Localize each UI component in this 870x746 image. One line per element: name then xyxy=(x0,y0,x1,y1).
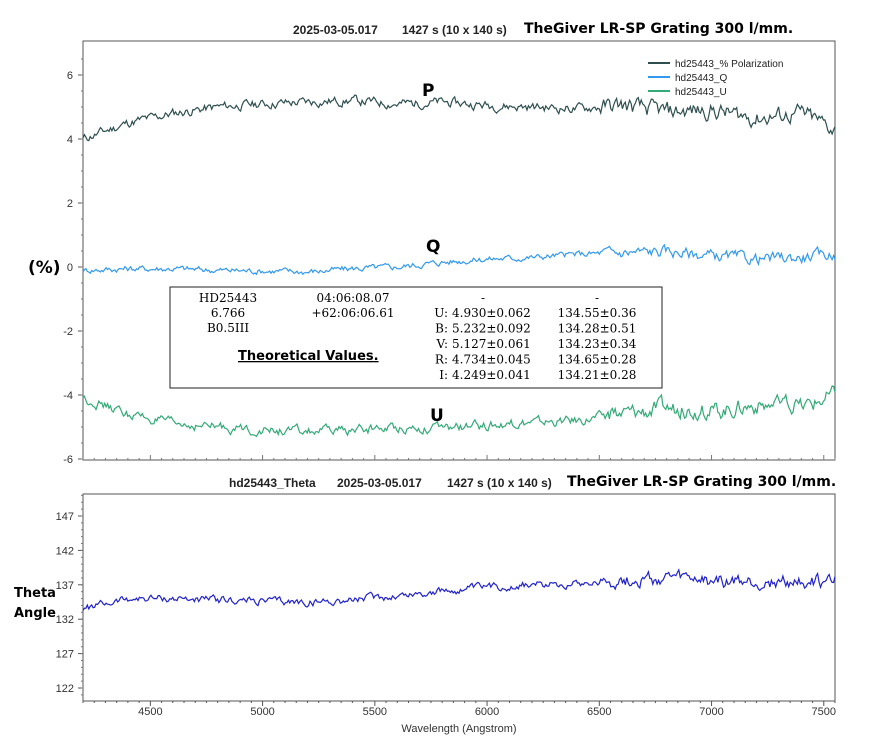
theoretical-values-table: HD25443 04:06:08.07 6.766 +62:06:06.61 B… xyxy=(169,286,663,389)
bottom-x-tick-label: 7000 xyxy=(699,706,723,718)
bottom-x-tick-label: 6500 xyxy=(587,706,611,718)
top-y-axis: 6 4 2 0 -2 -4 -6 xyxy=(63,58,83,466)
top-series-group xyxy=(82,94,836,438)
bottom-x-tick-label: 5000 xyxy=(250,706,274,718)
theoretical-caption-text: Theoretical Values xyxy=(238,349,374,364)
bottom-y-tick-label: 137 xyxy=(56,580,74,592)
table-rows: U: 4.930±0.062 134.55±0.36 B: 5.232±0.092 134… xyxy=(434,306,636,382)
series-line-theta xyxy=(82,568,836,611)
table-ra: 04:06:08.07 xyxy=(317,291,390,305)
bottom-x-tick-label: 4500 xyxy=(138,706,162,718)
table-theta-value: 134.65±0.28 xyxy=(558,353,637,367)
bottom-y-label-line2: Angle xyxy=(14,606,56,621)
table-theta-value: 134.21±0.28 xyxy=(558,368,637,382)
bottom-series-group xyxy=(82,568,836,611)
series-label-p: P xyxy=(422,81,434,101)
table-magnitude: 6.766 xyxy=(211,306,245,320)
top-y-tick-label: 4 xyxy=(67,134,73,146)
bottom-x-tick-label: 6000 xyxy=(475,706,499,718)
bottom-title-date: 2025-03-05.017 xyxy=(337,476,422,490)
theoretical-caption: Theoretical Values. xyxy=(238,349,379,364)
bottom-title-scope: TheGiver LR-SP Grating 300 l/mm. xyxy=(567,474,836,490)
table-pol-value: 5.127±0.061 xyxy=(452,337,531,351)
top-y-tick-label: 2 xyxy=(67,198,73,210)
bottom-plot-frame xyxy=(82,493,836,702)
legend-label-q: hd25443_Q xyxy=(675,73,727,84)
top-title-scope: TheGiver LR-SP Grating 300 l/mm. xyxy=(524,21,793,37)
top-y-tick-label: -2 xyxy=(63,326,73,338)
table-pol-value: 4.734±0.045 xyxy=(452,353,531,367)
top-y-tick-label: -6 xyxy=(63,454,73,466)
bottom-y-tick-label: 122 xyxy=(56,683,74,695)
table-band: B: xyxy=(435,322,448,336)
series-label-u: U xyxy=(430,406,444,426)
bottom-panel: hd25443_Theta 2025-03-05.017 1427 s (10 … xyxy=(14,474,836,735)
bottom-x-tick-label: 7500 xyxy=(812,706,836,718)
series-label-q: Q xyxy=(426,237,440,257)
table-pol-value: 4.249±0.041 xyxy=(452,368,531,382)
bottom-title-exposure: 1427 s (10 x 140 s) xyxy=(447,476,552,490)
bottom-title-id: hd25443_Theta xyxy=(229,476,316,490)
bottom-y-label-line1: Theta xyxy=(14,586,56,601)
table-header-theta: - xyxy=(595,291,599,305)
x-axis-label: Wavelength (Angstrom) xyxy=(401,723,516,735)
table-theta-value: 134.23±0.34 xyxy=(558,337,637,351)
table-band: I: xyxy=(439,368,448,382)
legend-label-polarization: hd25443_% Polarization xyxy=(675,59,783,70)
table-pol-value: 5.232±0.092 xyxy=(452,322,531,336)
bottom-x-axis: 4500 5000 5500 6000 6500 7000 7500 xyxy=(82,701,836,718)
bottom-y-tick-label: 127 xyxy=(56,649,74,661)
legend-label-u: hd25443_U xyxy=(675,87,727,98)
table-spectral-type: B0.5III xyxy=(207,321,249,335)
bottom-y-tick-label: 132 xyxy=(56,614,74,626)
series-line-p xyxy=(82,94,836,142)
table-frame xyxy=(169,286,663,389)
table-pol-value: 4.930±0.062 xyxy=(452,306,531,320)
bottom-y-tick-label: 142 xyxy=(56,545,74,557)
top-x-ticks xyxy=(82,455,836,460)
bottom-y-tick-label: 147 xyxy=(56,511,74,523)
table-star-name: HD25443 xyxy=(199,291,257,305)
series-line-u xyxy=(82,385,836,438)
table-header-pol: - xyxy=(481,291,485,305)
top-y-label: (%) xyxy=(28,258,61,278)
top-y-tick-label: 6 xyxy=(67,70,73,82)
table-band: V: xyxy=(435,337,448,351)
top-legend: hd25443_% Polarization hd25443_Q hd25443… xyxy=(648,59,783,98)
table-band: U: xyxy=(434,306,448,320)
bottom-y-axis: 147 142 137 132 127 122 xyxy=(56,494,83,696)
theoretical-caption-period: . xyxy=(374,349,379,364)
top-title-exposure: 1427 s (10 x 140 s) xyxy=(402,23,507,37)
top-panel: 2025-03-05.017 1427 s (10 x 140 s) TheGi… xyxy=(28,21,836,466)
bottom-x-tick-label: 5500 xyxy=(363,706,387,718)
top-title-id: 2025-03-05.017 xyxy=(293,23,378,37)
series-line-q xyxy=(82,243,836,276)
table-dec: +62:06:06.61 xyxy=(311,306,394,320)
top-y-tick-label: 0 xyxy=(67,262,73,274)
top-y-tick-label: -4 xyxy=(63,390,73,402)
table-band: R: xyxy=(435,353,448,367)
table-theta-value: 134.55±0.36 xyxy=(558,306,637,320)
table-theta-value: 134.28±0.51 xyxy=(558,322,637,336)
